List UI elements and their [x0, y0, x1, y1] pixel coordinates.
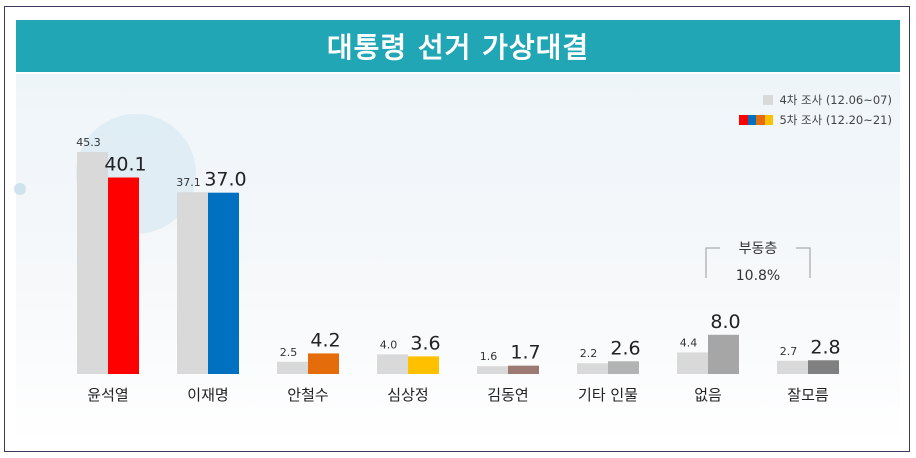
legend-swatch-series2 [739, 115, 774, 125]
value-label-series1-0: 45.3 [76, 136, 101, 149]
value-label-series2-4: 1.7 [510, 342, 540, 364]
bar-series2-0 [108, 177, 139, 374]
bar-series1-7 [777, 360, 808, 374]
value-label-series1-4: 1.6 [480, 350, 498, 363]
bar-series1-1 [177, 192, 208, 374]
category-label-6: 없음 [694, 386, 722, 404]
category-label-2: 안철수 [287, 386, 328, 404]
value-label-series1-1: 37.1 [176, 176, 201, 189]
value-label-series2-3: 3.6 [410, 332, 440, 354]
bar-series2-3 [408, 356, 439, 374]
bar-series1-3 [377, 354, 408, 374]
value-label-series2-2: 4.2 [310, 329, 340, 351]
chart-title: 대통령 선거 가상대결 [16, 20, 900, 72]
bar-series1-4 [477, 366, 508, 374]
undecided-annotation: 부동층 10.8% [705, 241, 811, 284]
plot-background [16, 74, 900, 446]
value-label-series2-5: 2.6 [610, 337, 640, 359]
legend-item-series2: 5차 조사 (12.20~21) [739, 110, 892, 130]
category-label-7: 잘모름 [787, 386, 829, 404]
category-label-4: 김동연 [487, 386, 528, 404]
bar-series1-2 [277, 361, 308, 374]
category-label-3: 심상정 [387, 386, 428, 404]
category-label-0: 윤석열 [87, 386, 128, 404]
value-label-series1-5: 2.2 [580, 347, 598, 360]
legend-item-series1: 4차 조사 (12.06~07) [739, 90, 892, 110]
bar-series2-5 [608, 361, 639, 374]
bar-series2-6 [708, 334, 739, 374]
legend-swatch-series1 [763, 95, 774, 105]
decorative-dot [14, 183, 26, 195]
legend-label-series1: 4차 조사 (12.06~07) [779, 93, 892, 107]
value-label-series1-6: 4.4 [680, 336, 698, 349]
bar-series1-5 [577, 363, 608, 374]
annotation-label: 부동층 [739, 241, 778, 257]
value-label-series1-3: 4.0 [380, 338, 398, 351]
annotation-value: 10.8% [736, 268, 780, 284]
annotation-bracket [705, 247, 811, 278]
value-label-series1-2: 2.5 [280, 346, 298, 359]
category-label-1: 이재명 [187, 386, 228, 404]
legend: 4차 조사 (12.06~07) 5차 조사 (12.20~21) [739, 90, 892, 130]
value-label-series2-0: 40.1 [104, 154, 146, 176]
value-label-series2-7: 2.8 [810, 336, 840, 358]
bar-series2-1 [208, 192, 239, 374]
bar-series1-6 [677, 352, 708, 374]
category-label-5: 기타 인물 [578, 386, 638, 404]
value-label-series1-7: 2.7 [780, 345, 798, 358]
bar-series2-4 [508, 365, 539, 374]
bar-series2-7 [808, 360, 839, 374]
legend-label-series2: 5차 조사 (12.20~21) [779, 113, 892, 127]
bars-group: 45.340.1 윤석열 37.1 37.0 이재명 2.5 4.2 안철수 4.0 3.6 심상정… [76, 136, 840, 404]
bar-series2-2 [308, 353, 339, 374]
value-label-series2-1: 37.0 [204, 169, 246, 191]
bar-series1-0 [77, 152, 108, 374]
value-label-series2-6: 8.0 [710, 311, 740, 333]
